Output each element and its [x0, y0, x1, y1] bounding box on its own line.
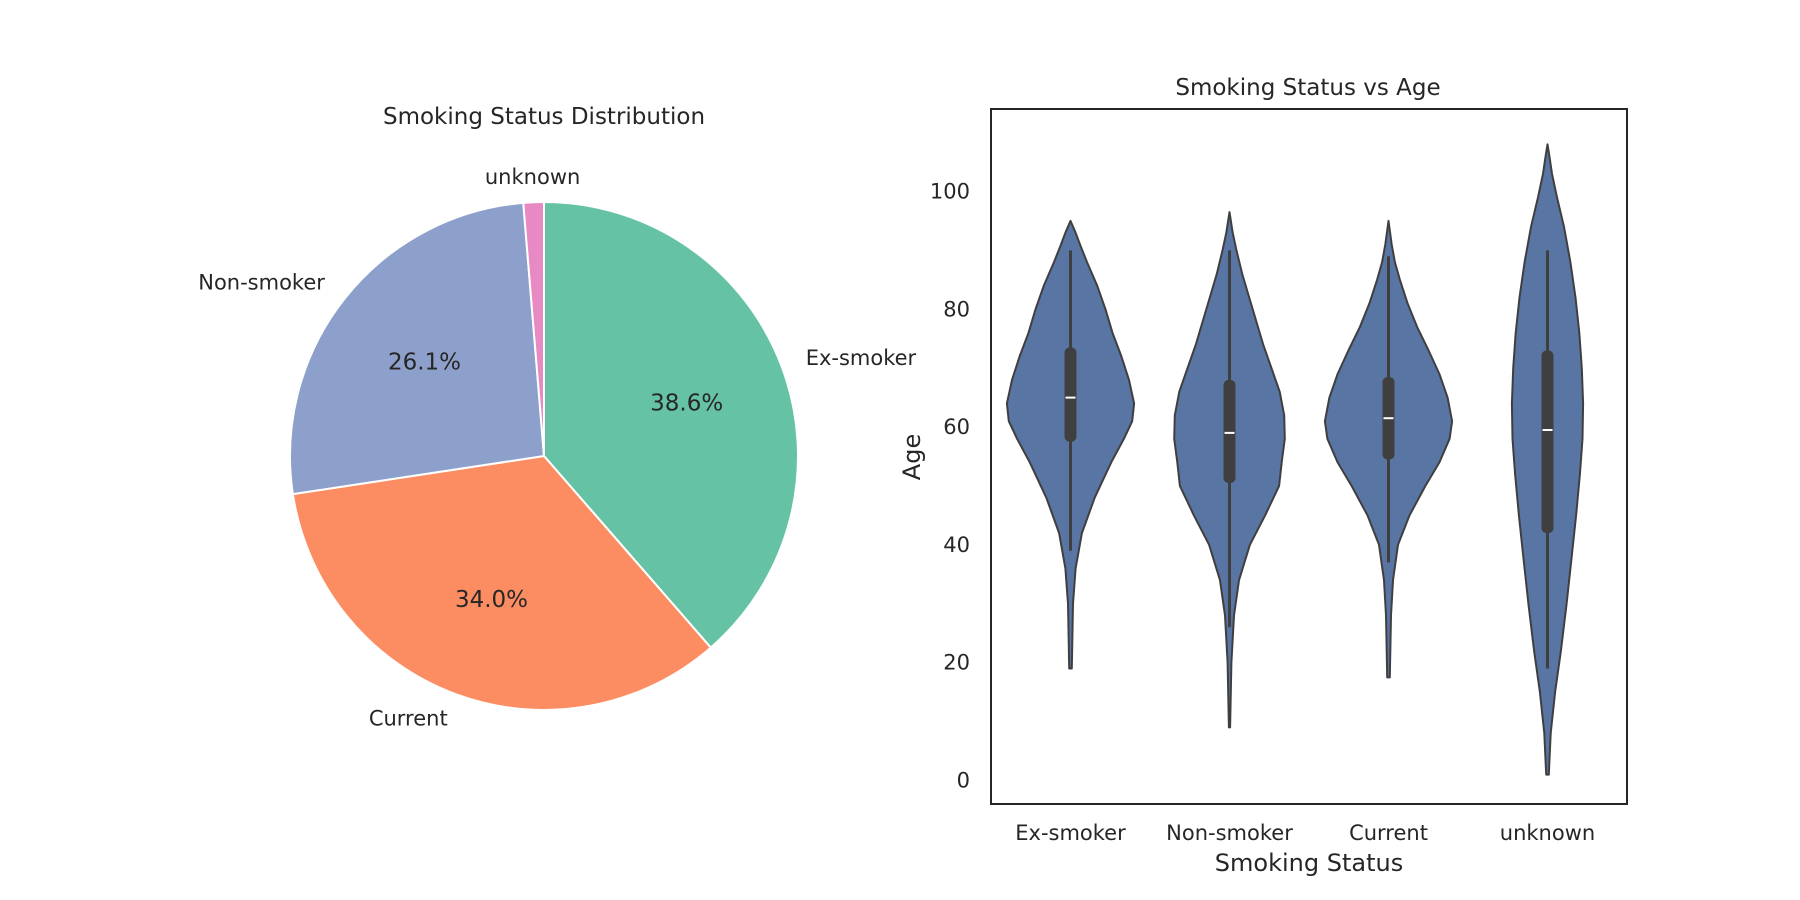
x-tick-unknown: unknown: [1500, 821, 1595, 845]
pie-label-unknown: unknown: [485, 165, 580, 189]
pie-slice-unknown: [522, 200, 545, 457]
x-tick-labels: Ex-smoker Non-smoker Current unknown: [1015, 821, 1595, 845]
x-tick-ex-smoker: Ex-smoker: [1015, 821, 1126, 845]
x-tick-current: Current: [1349, 821, 1428, 845]
pie-chart: Smoking Status Distribution Ex-smoker 38.…: [198, 104, 916, 730]
pie-slices: [288, 200, 799, 711]
pie-label-ex-smoker: Ex-smoker: [806, 346, 917, 370]
x-tick-non-smoker: Non-smoker: [1166, 821, 1293, 845]
violin-iqr-box: [1064, 347, 1077, 442]
violin-current: [1323, 219, 1454, 679]
pie-label-non-smoker: Non-smoker: [198, 271, 325, 295]
pie-label-current: Current: [369, 706, 448, 730]
pie-slice-ex-smoker: [543, 200, 799, 649]
y-axis-label: Age: [898, 434, 926, 480]
violin-ex-smoker: [1005, 219, 1136, 670]
pie-labels: Ex-smoker 38.6% Current 34.0% Non-smoker 26.1…: [198, 165, 917, 730]
pie-pct-non-smoker: 26.1%: [388, 350, 461, 376]
pie-pct-current: 34.0%: [455, 587, 528, 613]
pie-slice-current: [291, 454, 713, 711]
y-tick-20: 20: [943, 651, 970, 675]
violin-iqr-box: [1223, 379, 1236, 483]
x-axis-label: Smoking Status: [1215, 849, 1403, 877]
violin-non-smoker: [1173, 211, 1286, 729]
y-tick-40: 40: [943, 533, 970, 557]
y-tick-80: 80: [943, 297, 970, 321]
y-tick-0: 0: [957, 768, 970, 792]
violin-chart: Smoking Status vs Age 0 20 40 60 80 100 Ex-sm…: [898, 75, 1628, 877]
pie-pct-ex-smoker: 38.6%: [650, 391, 723, 417]
y-tick-60: 60: [943, 415, 970, 439]
pie-title: Smoking Status Distribution: [383, 104, 705, 130]
violin-title: Smoking Status vs Age: [1175, 75, 1440, 101]
plot-frame: [990, 108, 1628, 805]
violins: [1005, 143, 1585, 776]
y-tick-labels: 0 20 40 60 80 100: [930, 180, 970, 793]
pie-slice-non-smoker: [288, 201, 546, 496]
violin-unknown: [1510, 143, 1585, 776]
violin-iqr-box: [1541, 350, 1554, 534]
y-tick-100: 100: [930, 180, 970, 204]
